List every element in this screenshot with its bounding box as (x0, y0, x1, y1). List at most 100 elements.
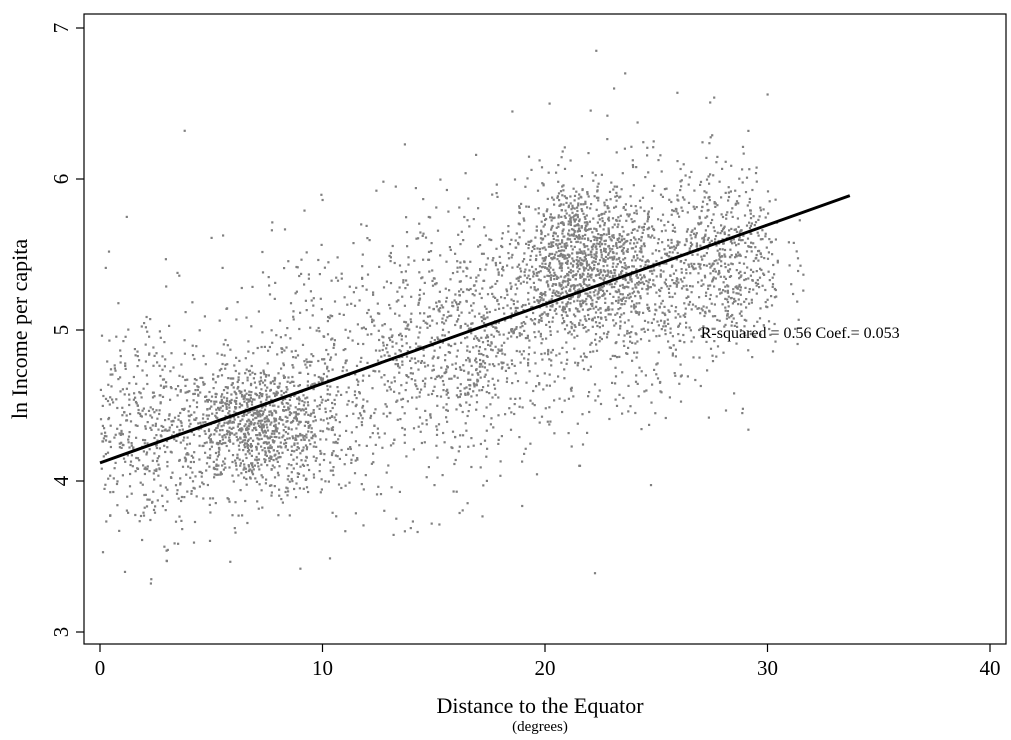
data-point (529, 399, 532, 402)
data-point (187, 453, 190, 456)
data-point (135, 402, 138, 405)
data-point (282, 423, 285, 426)
data-point (134, 424, 137, 427)
data-point (630, 310, 633, 313)
data-point (623, 147, 626, 150)
data-point (446, 365, 449, 368)
data-point (355, 397, 358, 400)
data-point (589, 291, 592, 294)
data-point (310, 431, 313, 434)
data-point (605, 198, 608, 202)
data-point (395, 359, 398, 362)
data-point (435, 322, 438, 325)
data-point (479, 268, 482, 272)
data-point (580, 203, 583, 206)
data-point (412, 448, 415, 451)
data-point (250, 382, 253, 385)
data-point (293, 411, 296, 414)
data-point (470, 395, 473, 398)
data-point (301, 343, 305, 346)
data-point (129, 463, 132, 467)
data-point (494, 282, 497, 285)
data-point (613, 255, 616, 258)
data-point (389, 444, 393, 447)
data-point (329, 461, 332, 464)
data-point (288, 398, 291, 401)
data-point (640, 428, 643, 431)
data-point (99, 388, 102, 391)
data-point (169, 450, 172, 453)
data-point (540, 415, 544, 418)
data-point (261, 271, 265, 274)
data-point (228, 433, 231, 436)
data-point (485, 354, 488, 358)
data-point (650, 401, 653, 404)
data-point (170, 352, 173, 355)
data-point (482, 252, 485, 255)
data-point (165, 381, 168, 384)
data-point (581, 323, 584, 327)
data-point (578, 248, 581, 251)
data-point (225, 405, 228, 408)
data-point (525, 315, 528, 318)
data-point (177, 418, 180, 421)
data-point (494, 296, 497, 299)
data-point (548, 263, 551, 266)
data-point (254, 372, 257, 376)
data-point (389, 339, 392, 342)
data-point (712, 278, 715, 281)
data-point (579, 257, 582, 260)
data-point (588, 220, 591, 223)
data-point (553, 380, 556, 383)
data-point (254, 412, 257, 415)
data-point (569, 268, 572, 272)
data-point (517, 277, 520, 280)
data-point (445, 393, 448, 396)
data-point (204, 363, 207, 366)
data-point (596, 189, 599, 192)
data-point (676, 160, 679, 163)
data-point (260, 437, 263, 440)
data-point (560, 245, 563, 248)
data-point (264, 379, 267, 382)
data-point (555, 171, 558, 174)
data-point (535, 225, 538, 228)
data-point (633, 307, 636, 310)
data-point (737, 292, 740, 295)
data-point (378, 436, 381, 439)
data-point (418, 331, 421, 334)
data-point (440, 366, 443, 369)
data-point (565, 362, 568, 365)
data-point (220, 442, 223, 446)
data-point (612, 234, 615, 237)
data-point (561, 262, 564, 265)
data-point (771, 253, 774, 256)
data-point (486, 340, 489, 343)
data-point (735, 200, 739, 203)
data-point (355, 286, 358, 289)
data-point (591, 261, 594, 264)
data-point (496, 280, 499, 283)
data-point (491, 396, 494, 399)
data-point (315, 445, 318, 448)
data-point (216, 424, 219, 427)
data-point (316, 405, 319, 408)
data-point (503, 341, 506, 344)
data-point (739, 270, 742, 273)
data-point (382, 336, 385, 339)
data-point (409, 318, 412, 321)
data-point (623, 302, 626, 306)
data-point (552, 283, 555, 286)
data-point (128, 431, 131, 434)
data-point (269, 435, 272, 438)
data-point (397, 365, 400, 368)
data-point (229, 419, 232, 422)
data-point (156, 439, 159, 442)
data-point (588, 278, 591, 281)
data-point (741, 181, 744, 184)
data-point (456, 270, 459, 273)
data-point (284, 425, 287, 428)
data-point (597, 297, 600, 300)
data-point (436, 336, 439, 339)
data-point (489, 403, 492, 406)
